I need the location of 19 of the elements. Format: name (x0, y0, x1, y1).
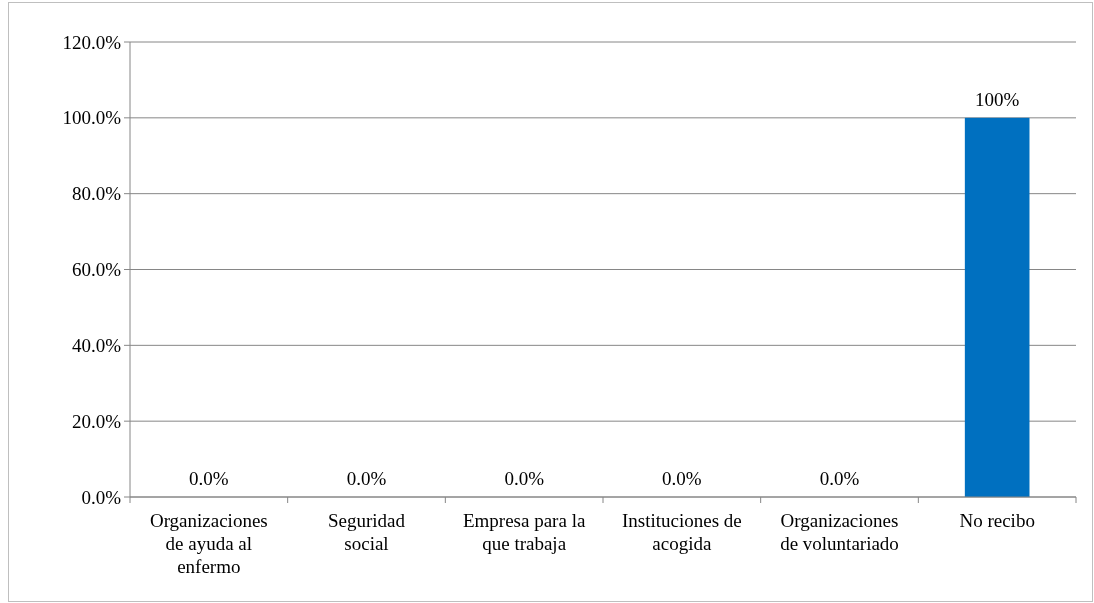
y-tick-label: 20.0% (71, 410, 122, 432)
y-tick-label: 0.0% (81, 486, 122, 508)
data-label: 0.0% (662, 468, 702, 489)
x-tick-label: Organizaciones de ayuda al enfermo (149, 510, 268, 577)
x-tick-label: Empresa para la que trabaja (462, 510, 586, 554)
y-tick-label: 100.0% (62, 107, 122, 129)
data-label: 0.0% (346, 468, 387, 489)
data-label: 100% (975, 88, 1020, 110)
y-tick-label: 60.0% (71, 259, 122, 281)
data-label: 0.0% (819, 468, 860, 489)
data-label: 0.0% (504, 468, 545, 489)
x-tick-label: Organizaciones de voluntariado (780, 510, 899, 554)
data-label: 0.0% (189, 468, 229, 489)
x-tick-label: Seguridad social (327, 510, 406, 554)
y-tick-label: 120.0% (62, 31, 122, 53)
x-tick-label: Instituciones de acogida (621, 510, 742, 554)
y-tick-label: 40.0% (71, 334, 122, 356)
y-tick-label: 80.0% (71, 183, 122, 205)
x-tick-label: No recibo (959, 510, 1035, 531)
